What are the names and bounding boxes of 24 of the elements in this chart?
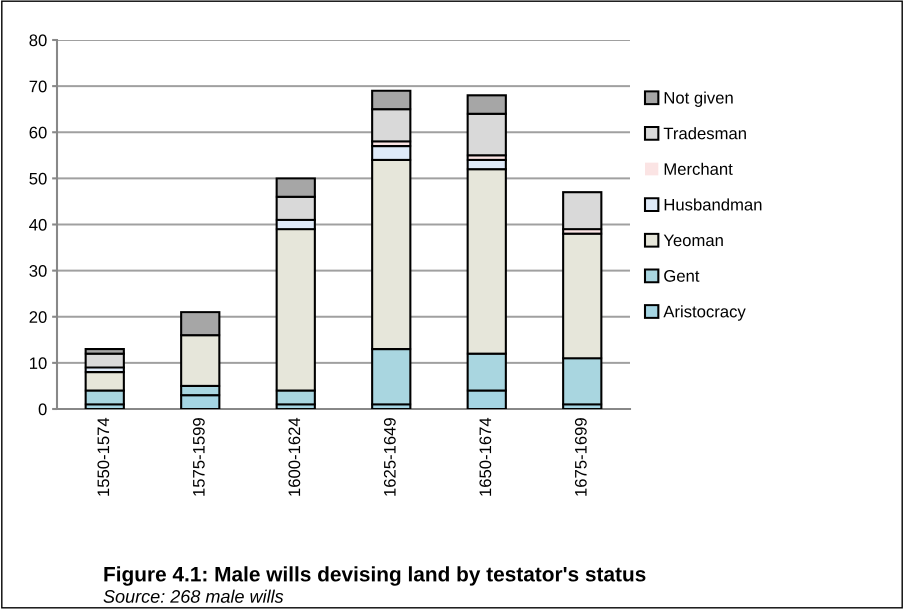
y-tick-label: 20	[30, 311, 47, 323]
x-tick-label: 1600-1624	[288, 418, 300, 496]
source-note: Source: 268 male wills	[104, 590, 284, 603]
x-tick-label: 1625-1649	[384, 418, 396, 496]
legend-label: Not given	[664, 91, 733, 107]
y-tick-label: 0	[38, 403, 47, 416]
x-tick-label: 1550-1574	[97, 418, 110, 496]
legend-label: Gent	[664, 270, 700, 282]
y-tick-label: 30	[29, 265, 47, 277]
y-tick-label: 40	[29, 218, 47, 231]
legend-label: Tradesman	[664, 127, 746, 140]
text: Figure 4.1: Male wills devising land by testator's status	[104, 566, 646, 586]
y-tick-label: 10	[30, 357, 47, 370]
legend-label: Merchant	[664, 162, 733, 175]
legend-label: Yeoman	[664, 234, 723, 246]
x-tick-label: 1575-1599	[192, 418, 205, 496]
y-tick-label: 80	[29, 34, 47, 46]
x-tick-label: 1675-1699	[574, 418, 587, 496]
y-tick-label: 70	[30, 80, 47, 92]
y-tick-label: 50	[29, 172, 47, 185]
legend-label: Aristocracy	[663, 305, 746, 321]
y-tick-label: 60	[30, 126, 47, 138]
x-tick-label: 1650-1674	[479, 418, 492, 496]
legend-label: Husbandman	[664, 198, 762, 211]
